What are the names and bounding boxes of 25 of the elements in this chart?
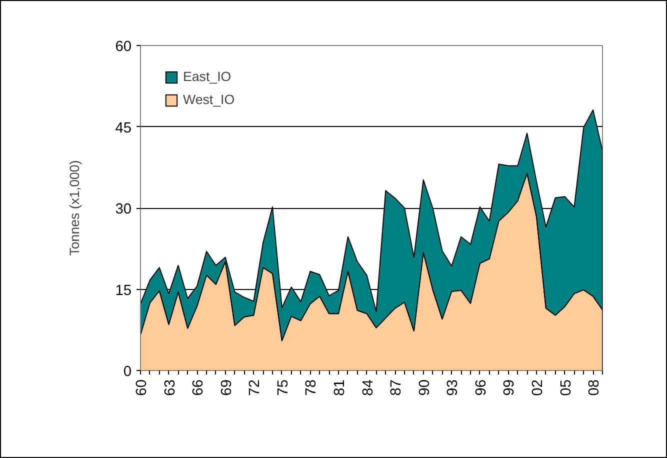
y-tick-label: 0 [123, 364, 132, 380]
x-tick-label: 63 [162, 379, 178, 396]
x-tick-label: 87 [388, 379, 405, 396]
x-tick-label: 90 [416, 379, 433, 396]
legend-label: West_IO [183, 92, 235, 107]
x-tick-label: 60 [134, 379, 150, 396]
x-tick-label: 66 [190, 379, 207, 396]
x-tick-label: 72 [247, 379, 264, 396]
y-tick-label: 45 [115, 120, 132, 136]
x-tick-label: 93 [445, 379, 462, 396]
x-tick-label: 02 [530, 379, 546, 396]
x-tick-label: 99 [502, 379, 518, 396]
x-tick-label: 69 [218, 379, 235, 396]
y-tick-label: 30 [115, 202, 132, 218]
x-tick-label: 84 [360, 379, 376, 396]
x-tick-label: 08 [586, 379, 603, 396]
x-tick-label: 78 [304, 379, 320, 396]
x-tick-label: 75 [275, 379, 292, 396]
y-axis-title: Tonnes (x1,000) [67, 160, 82, 256]
x-tick-label: 05 [558, 379, 574, 396]
legend-label: East_IO [183, 69, 232, 84]
y-tick-label: 15 [115, 282, 132, 299]
y-tick-label: 60 [115, 39, 132, 55]
x-tick-label: 81 [332, 379, 348, 396]
x-tick-label: 96 [473, 379, 490, 396]
